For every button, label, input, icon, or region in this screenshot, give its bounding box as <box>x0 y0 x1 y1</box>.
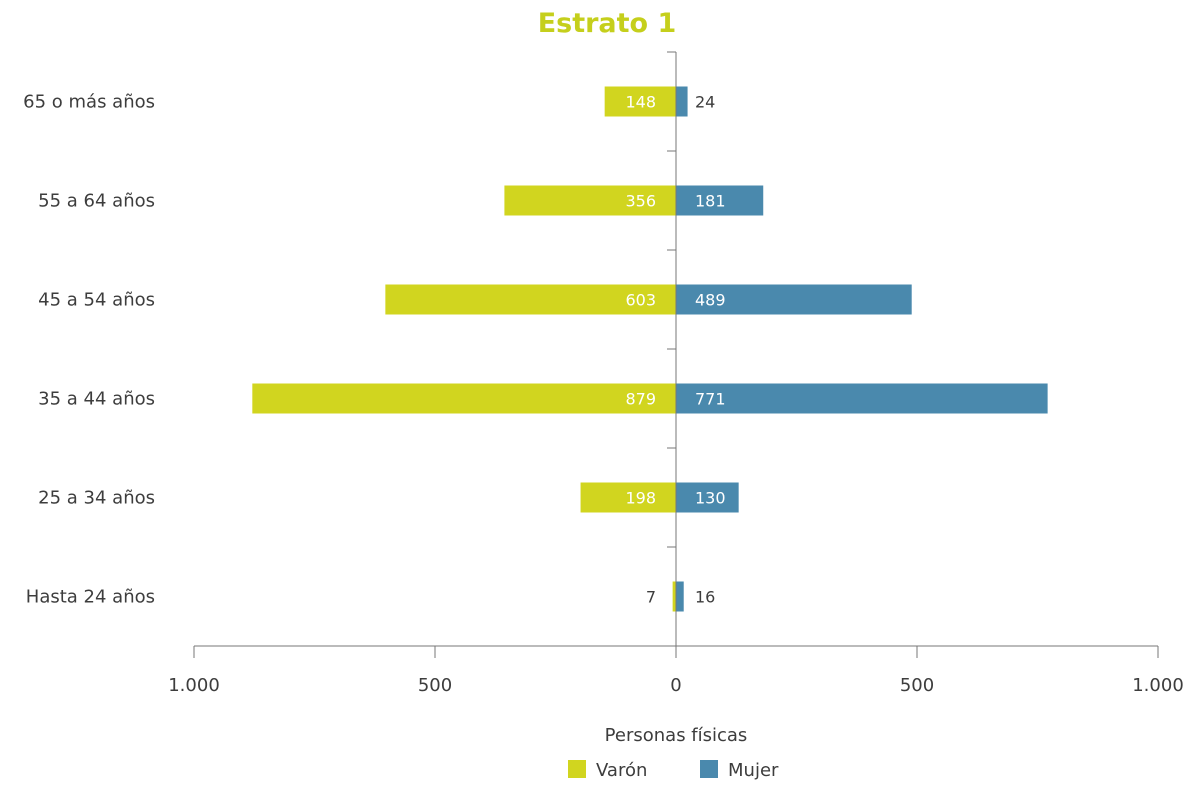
x-axis-label: Personas físicas <box>605 725 748 746</box>
bar-mujer <box>676 581 684 612</box>
data-label-mujer: 489 <box>695 291 726 310</box>
bars-layer <box>252 86 1048 612</box>
category-label: 45 a 54 años <box>38 290 155 311</box>
bar-mujer <box>676 482 739 513</box>
bar-varon <box>385 284 676 315</box>
x-tick-label: 1.000 <box>168 675 220 696</box>
bar-mujer <box>676 86 688 117</box>
data-label-varon: 356 <box>625 192 656 211</box>
x-tick-label: 500 <box>900 675 934 696</box>
data-label-mujer: 771 <box>695 390 726 409</box>
axes-layer: 1.000 500 0 500 1.000 <box>168 51 1184 696</box>
x-tick-label: 0 <box>670 675 681 696</box>
data-label-mujer: 130 <box>695 489 726 508</box>
bar-varon <box>252 383 676 414</box>
bar-varon <box>672 581 676 612</box>
data-label-varon: 7 <box>646 588 656 607</box>
category-label: 25 a 34 años <box>38 488 155 509</box>
category-label: 35 a 44 años <box>38 389 155 410</box>
bar-mujer <box>676 185 764 216</box>
chart-title: Estrato 1 <box>538 8 677 39</box>
data-label-varon: 879 <box>625 390 656 409</box>
category-label: 65 o más años <box>23 92 155 113</box>
bar-varon <box>580 482 676 513</box>
category-label: 55 a 64 años <box>38 191 155 212</box>
bar-mujer <box>676 284 912 315</box>
bar-mujer <box>676 383 1048 414</box>
bar-varon <box>604 86 676 117</box>
legend-swatch-varon <box>568 760 586 778</box>
legend-swatch-mujer <box>700 760 718 778</box>
data-label-mujer: 24 <box>695 93 715 112</box>
data-label-mujer: 181 <box>695 192 726 211</box>
data-label-varon: 148 <box>625 93 656 112</box>
data-label-mujer: 16 <box>695 588 715 607</box>
legend-label-varon: Varón <box>596 760 647 781</box>
x-tick-label: 1.000 <box>1132 675 1184 696</box>
bar-varon <box>504 185 676 216</box>
x-tick-label: 500 <box>418 675 452 696</box>
legend-label-mujer: Mujer <box>728 760 779 781</box>
legend: Varón Mujer <box>568 760 779 781</box>
data-label-varon: 198 <box>625 489 656 508</box>
labels-layer: 65 o más años 148 24 55 a 64 años 356 181 45 a… <box>23 92 725 608</box>
data-label-varon: 603 <box>625 291 656 310</box>
category-label: Hasta 24 años <box>26 587 155 608</box>
